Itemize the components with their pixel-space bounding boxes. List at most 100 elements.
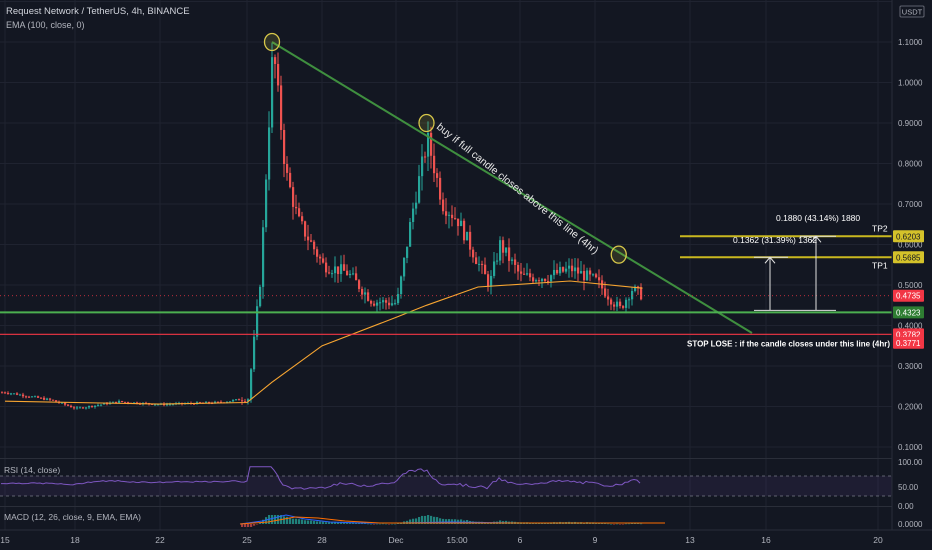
candle xyxy=(349,270,352,279)
candle-body xyxy=(553,269,556,276)
candle-body xyxy=(121,400,124,402)
candle-body xyxy=(466,231,469,241)
candle xyxy=(196,401,199,405)
candle xyxy=(475,251,478,265)
candle-body xyxy=(493,261,496,276)
candle xyxy=(478,256,481,272)
candle xyxy=(325,257,328,278)
macd-signal-line xyxy=(239,516,665,525)
candle xyxy=(121,400,124,403)
candle xyxy=(550,274,553,288)
candle-body xyxy=(628,299,631,301)
candle xyxy=(529,268,532,282)
candle-body xyxy=(541,278,544,282)
candle xyxy=(433,143,436,182)
macd-histogram-bar xyxy=(430,515,433,524)
candle xyxy=(409,217,412,248)
price-badge-bg xyxy=(893,230,924,243)
macd-histogram-bar xyxy=(631,523,634,524)
ema-legend[interactable]: EMA (100, close, 0) xyxy=(6,20,85,30)
macd-histogram-bar xyxy=(334,521,337,524)
candle-body xyxy=(586,270,589,281)
rsi-label[interactable]: RSI (14, close) xyxy=(4,465,61,475)
candle-body xyxy=(370,300,373,304)
candle xyxy=(625,297,628,314)
candle-body xyxy=(454,218,457,220)
candle-body xyxy=(571,265,574,272)
candle xyxy=(532,273,535,284)
candle-body xyxy=(607,296,610,300)
macd-histogram-bar xyxy=(283,516,286,524)
candle xyxy=(250,367,253,403)
candle xyxy=(598,269,601,289)
candle-body xyxy=(94,405,97,407)
candle-body xyxy=(274,57,277,64)
currency-badge-frame xyxy=(899,5,925,18)
candle xyxy=(571,258,574,278)
macd-histogram-bar xyxy=(331,522,334,524)
macd-histogram-bar xyxy=(298,519,301,524)
candle-body xyxy=(259,286,262,307)
price-badge-bg xyxy=(893,289,924,302)
macd-histogram-bar xyxy=(364,523,367,524)
candle-body xyxy=(367,292,370,301)
candle xyxy=(46,397,49,401)
candle xyxy=(307,224,310,251)
candle xyxy=(385,297,388,310)
candle xyxy=(286,156,289,181)
candle-body xyxy=(229,401,232,403)
macd-histogram-bar xyxy=(607,523,610,525)
macd-label[interactable]: MACD (12, 26, close, 9, EMA, EMA) xyxy=(4,512,141,522)
price-badge: 0.3771 xyxy=(893,336,924,349)
candle-body xyxy=(214,401,217,404)
candle-body xyxy=(565,268,568,272)
candle-body xyxy=(577,267,580,274)
candle xyxy=(634,284,637,293)
candle-body xyxy=(508,247,511,261)
price-tick: 0.5000 xyxy=(898,281,923,290)
time-axis[interactable]: 15 18 22 25 28 Dec 15:00 6 9 13 16 20 xyxy=(0,529,932,550)
candle-body xyxy=(304,221,307,237)
candle-body xyxy=(337,266,340,275)
candle-body xyxy=(286,164,289,173)
macd-histogram-bar xyxy=(412,518,415,524)
candle-body xyxy=(250,369,253,400)
candle-body xyxy=(169,404,172,406)
candle xyxy=(472,246,475,263)
candle xyxy=(298,202,301,218)
price-tick: 0.6000 xyxy=(898,241,923,250)
candle-body xyxy=(7,392,10,394)
candle xyxy=(424,151,427,163)
candle-body xyxy=(460,220,463,227)
candle xyxy=(229,401,232,403)
candle xyxy=(484,257,487,275)
candle xyxy=(508,238,511,272)
candle-body xyxy=(481,263,484,265)
candle-body xyxy=(499,240,502,261)
candle-body xyxy=(205,401,208,403)
candle-body xyxy=(220,401,223,403)
candle xyxy=(637,285,640,295)
candle xyxy=(454,207,457,220)
candle-body xyxy=(49,398,52,400)
price-badge: 0.4735 xyxy=(893,289,924,302)
candle-body xyxy=(637,286,640,288)
candle xyxy=(358,279,361,293)
candle xyxy=(580,260,583,274)
candle-body xyxy=(70,405,73,408)
candle-body xyxy=(574,267,577,272)
candle-body xyxy=(295,206,298,209)
candle xyxy=(274,54,277,79)
candle xyxy=(505,247,508,257)
candle-body xyxy=(232,399,235,402)
time-tick: 22 xyxy=(155,535,165,545)
candle xyxy=(295,194,298,215)
price-axis[interactable]: USDT 1.1000 1.0000 0.9000 0.8000 0.7000 0.6000… xyxy=(891,0,932,530)
candle xyxy=(82,406,85,409)
stop-loss-text: STOP LOSE : if the candle closes under t… xyxy=(687,338,890,348)
candle xyxy=(511,257,514,265)
drawings[interactable]: buy if full candle closes above this lin… xyxy=(0,32,892,349)
macd-histogram-bar xyxy=(433,516,436,524)
tp2-label: TP2 xyxy=(872,223,888,233)
